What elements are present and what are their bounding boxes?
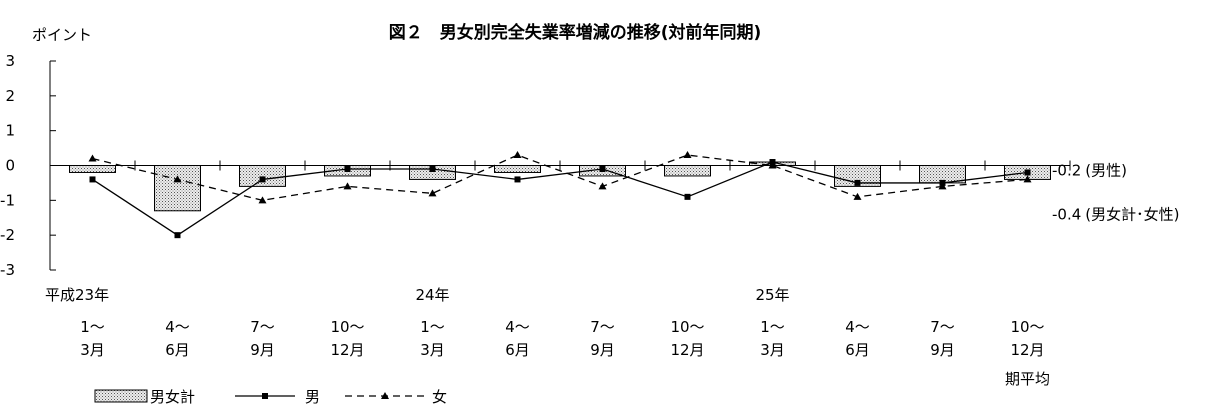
- bar-男女計: [834, 165, 881, 187]
- legend-swatch-bar: [94, 389, 148, 403]
- x-tick-label: 7～: [590, 318, 615, 336]
- x-tick-label: 4～: [165, 318, 190, 336]
- point-女: [853, 192, 862, 200]
- x-tick-label: 3月: [760, 341, 785, 359]
- annotation-text: (男性): [1085, 161, 1127, 179]
- y-tick-label: 3: [5, 52, 15, 70]
- x-tick-label: 1～: [760, 318, 785, 336]
- point-男: [89, 176, 96, 183]
- point-女: [768, 161, 777, 169]
- x-tick-label: 3月: [80, 341, 105, 359]
- point-女: [513, 151, 522, 159]
- point-男: [854, 179, 861, 186]
- bar-男女計: [664, 165, 711, 177]
- x-tick-label: 4～: [845, 318, 870, 336]
- annotation-value: -0.4: [1052, 205, 1081, 223]
- x-year-label: 25年: [755, 286, 789, 304]
- chart-title: 図２ 男女別完全失業率増減の推移(対前年同期): [389, 22, 762, 43]
- x-tick-label: 1～: [420, 318, 445, 336]
- annotation-text: (男女計･女性): [1085, 205, 1179, 223]
- y-tick-label: 2: [5, 87, 15, 105]
- y-tick-label: 1: [5, 122, 15, 140]
- line-女: [92, 154, 1028, 201]
- x-tick-label: 9月: [930, 341, 955, 359]
- point-女: [343, 182, 352, 190]
- line-男: [92, 161, 1028, 236]
- legend-label: 男: [305, 388, 320, 406]
- x-tick-label: 4～: [505, 318, 530, 336]
- x-tick-label: 9月: [250, 341, 275, 359]
- bar-男女計: [69, 165, 116, 173]
- y-tick-label: -2: [0, 226, 15, 244]
- x-tick-label: 1～: [80, 318, 105, 336]
- annotation-value: -0.2: [1052, 161, 1081, 179]
- y-tick-label: -3: [0, 261, 15, 279]
- x-tick-label: 12月: [1010, 341, 1044, 359]
- annotation: -0.2 (男性): [1052, 161, 1127, 179]
- x-tick-label: 10～: [670, 318, 704, 336]
- bar-男女計: [154, 165, 201, 212]
- y-tick-label: -1: [0, 191, 15, 209]
- y-axis-label: ポイント: [32, 26, 92, 44]
- x-extra-label: 期平均: [1005, 370, 1050, 388]
- point-男: [1024, 169, 1031, 176]
- x-tick-label: 6月: [845, 341, 870, 359]
- point-女: [683, 151, 692, 159]
- x-tick-label: 12月: [670, 341, 704, 359]
- legend-label: 男女計: [150, 388, 195, 406]
- point-男: [684, 193, 691, 200]
- legend-label: 女: [432, 388, 447, 406]
- x-year-label: 24年: [415, 286, 449, 304]
- point-女: [88, 154, 97, 162]
- y-tick-label: 0: [5, 157, 15, 175]
- point-女: [258, 196, 267, 204]
- point-男: [599, 165, 606, 172]
- x-year-label: 平成23年: [45, 286, 109, 304]
- plot-area: 3 2 1 0 -1 -2 -3 平成23年 1～ 3月 4～ 6月 7～ 9月 10～ 12月 24年 1～ 3月…: [0, 52, 1179, 388]
- point-男: [259, 176, 266, 183]
- legend: 男女計 男 女: [94, 388, 447, 406]
- point-女: [428, 189, 437, 197]
- x-tick-label: 10～: [330, 318, 364, 336]
- bar-男女計: [494, 165, 541, 173]
- point-女: [938, 182, 947, 190]
- x-tick-label: 12月: [330, 341, 364, 359]
- point-男: [429, 165, 436, 172]
- bar-男女計: [239, 165, 286, 187]
- legend-marker: [381, 392, 389, 399]
- x-tick-label: 3月: [420, 341, 445, 359]
- x-tick-label: 6月: [165, 341, 190, 359]
- legend-marker: [262, 393, 268, 399]
- x-tick-label: 6月: [505, 341, 530, 359]
- x-tick-label: 10～: [1010, 318, 1044, 336]
- point-女: [598, 182, 607, 190]
- x-tick-label: 7～: [930, 318, 955, 336]
- x-tick-label: 9月: [590, 341, 615, 359]
- point-女: [173, 175, 182, 183]
- point-男: [344, 165, 351, 172]
- x-tick-label: 7～: [250, 318, 275, 336]
- point-男: [174, 232, 181, 239]
- point-男: [514, 176, 521, 183]
- annotation: -0.4 (男女計･女性): [1052, 205, 1180, 223]
- point-女: [1023, 175, 1032, 183]
